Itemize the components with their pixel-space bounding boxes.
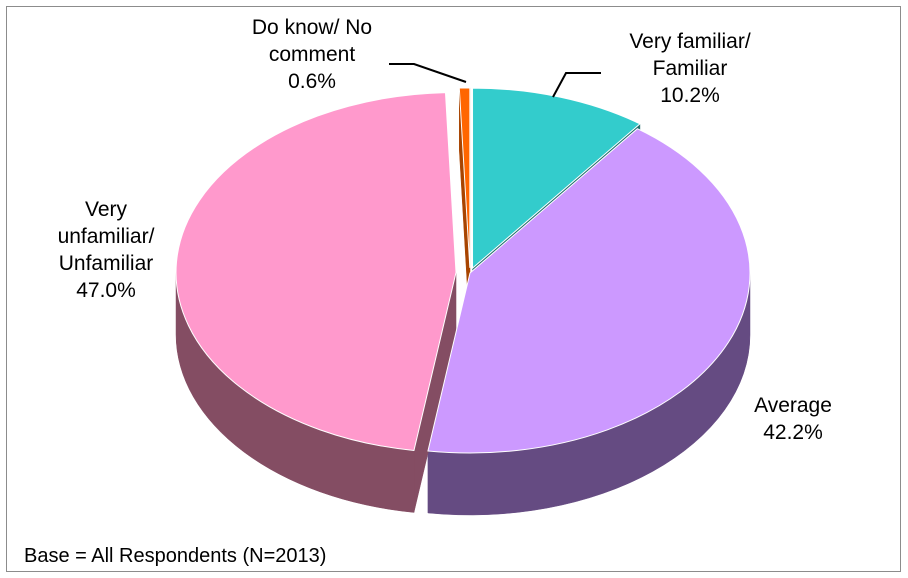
leader-line	[389, 63, 467, 83]
slice-label-line: Very familiar/	[629, 30, 751, 53]
slice-do-know-no-comment	[458, 87, 471, 268]
slice-label-line: Very	[85, 198, 128, 221]
slice-label-very-familiar-familiar: Very familiar/Familiar 10.2%	[552, 30, 751, 107]
labels-layer: Very familiar/Familiar 10.2% Average 42.2% V…	[58, 16, 832, 444]
slices-layer	[175, 87, 751, 516]
base-footnote: Base = All Respondents (N=2013)	[24, 545, 326, 567]
slice-value-label: 42.2%	[763, 421, 823, 444]
slice-label-line: Do know/ No	[252, 16, 372, 39]
slice-value-label: 0.6%	[288, 70, 336, 93]
slice-very-unfamiliar-unfamiliar	[175, 92, 457, 451]
slice-label-line: Familiar	[653, 57, 728, 80]
slice-average	[427, 128, 751, 454]
slice-label-average: Average 42.2%	[754, 394, 832, 444]
slice-label-very-unfamiliar-unfamiliar: Very unfamiliar/Unfamiliar 47.0%	[58, 198, 155, 302]
slice-label-do-know-no-comment: Do know/ No comment 0.6%	[252, 16, 467, 93]
slice-label-line: Average	[754, 394, 832, 417]
slice-label-line: unfamiliar/	[58, 225, 155, 248]
slice-label-line: comment	[269, 43, 356, 66]
slice-label-line: Unfamiliar	[59, 252, 154, 275]
slice-value-label: 47.0%	[76, 279, 136, 302]
leader-line	[552, 72, 601, 98]
slice-value-label: 10.2%	[660, 84, 720, 107]
slice-very-familiar-familiar	[472, 87, 641, 270]
